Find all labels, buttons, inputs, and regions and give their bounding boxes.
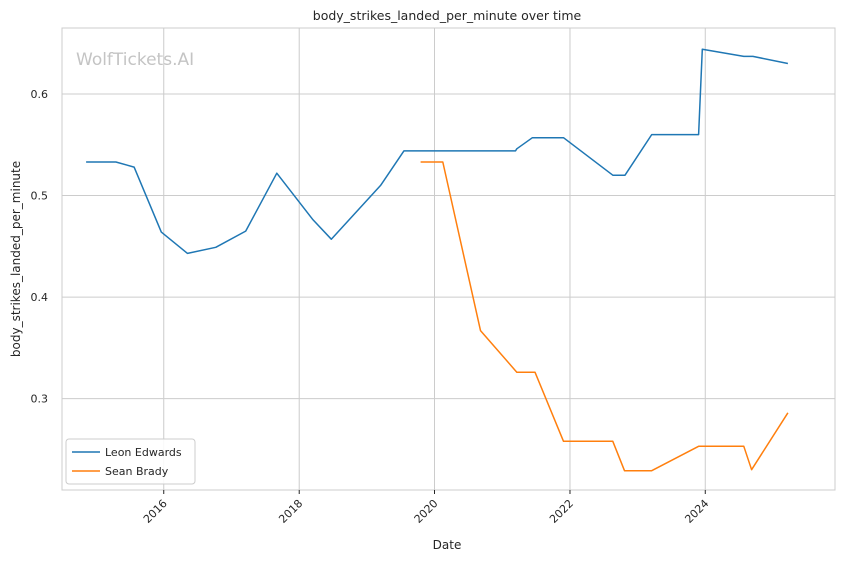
y-tick-label: 0.5 <box>31 190 49 203</box>
y-tick-label: 0.6 <box>31 88 49 101</box>
legend-label-leon-edwards: Leon Edwards <box>105 446 182 459</box>
series-line-sean-brady <box>420 161 789 472</box>
x-axis-label: Date <box>433 538 462 552</box>
watermark: WolfTickets.AI <box>76 50 194 70</box>
series-lines <box>86 48 789 472</box>
y-tick-label: 0.3 <box>31 393 49 406</box>
legend-box <box>65 438 196 485</box>
series-line-leon-edwards <box>86 48 789 255</box>
plot-frame <box>61 27 836 491</box>
y-tick-label: 0.4 <box>31 291 49 304</box>
y-axis-label: body_strikes_landed_per_minute <box>9 161 23 357</box>
legend: Leon Edwards Sean Brady <box>65 438 196 485</box>
grid <box>62 28 835 490</box>
legend-label-sean-brady: Sean Brady <box>105 465 169 478</box>
chart-title: body_strikes_landed_per_minute over time <box>313 8 582 23</box>
